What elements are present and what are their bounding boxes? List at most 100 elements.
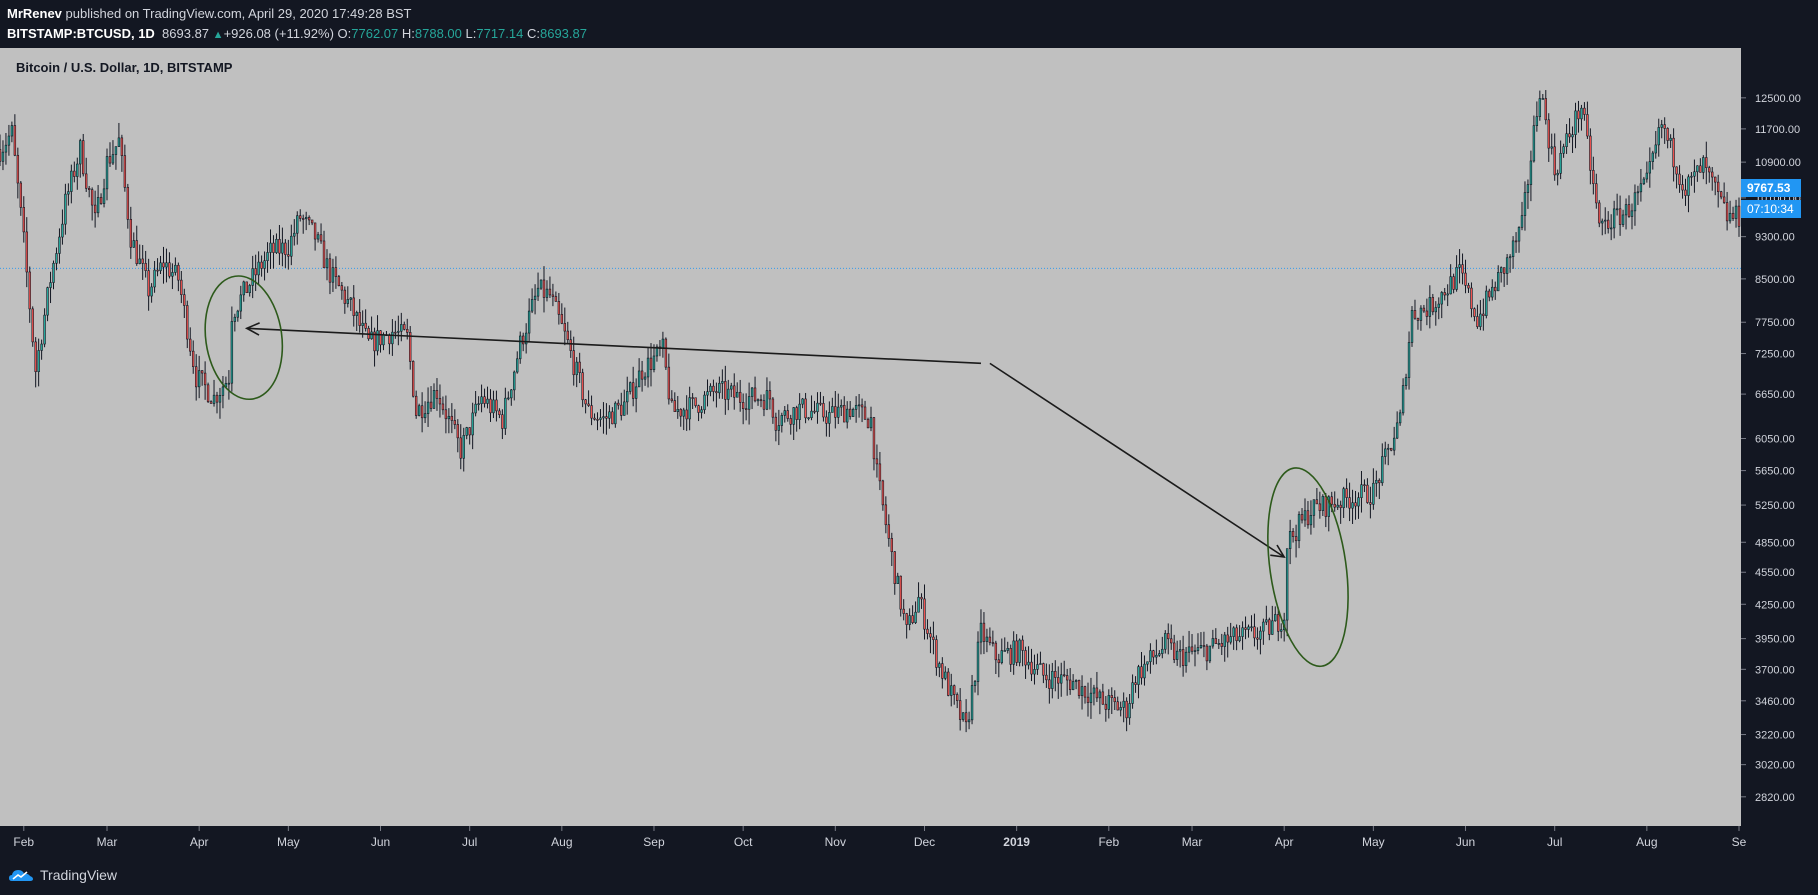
- candle-body: [516, 358, 519, 373]
- candle-body: [958, 700, 962, 720]
- candle-body: [435, 390, 439, 399]
- candle-body: [560, 314, 564, 324]
- candle-body: [1280, 629, 1283, 632]
- candle-body: [1294, 536, 1298, 542]
- candle-body: [1297, 514, 1301, 542]
- candle-body: [1226, 634, 1229, 643]
- tradingview-logo[interactable]: TradingView: [8, 864, 117, 886]
- chart-title: Bitcoin / U.S. Dollar, 1D, BITSTAMP: [16, 60, 233, 75]
- candle-body: [857, 404, 861, 407]
- candle-body: [831, 406, 834, 413]
- candle-body: [1437, 303, 1440, 308]
- candle-body: [557, 301, 561, 315]
- y-tick-label: 7750.00: [1755, 317, 1795, 329]
- candle-body: [762, 400, 766, 410]
- candle-body: [1235, 627, 1238, 642]
- candle-body: [61, 223, 64, 238]
- candle-body: [183, 294, 186, 306]
- candle-body: [988, 636, 992, 643]
- candle-body: [209, 401, 213, 404]
- candle-body: [159, 262, 162, 272]
- candle-body: [902, 608, 905, 614]
- candle-body: [1333, 503, 1336, 508]
- candle-body: [953, 685, 956, 695]
- candle-body: [1336, 504, 1339, 508]
- y-tick-label: 6050.00: [1755, 433, 1795, 445]
- candle-body: [1488, 290, 1491, 298]
- candle-body: [501, 414, 504, 429]
- candle-body: [1170, 638, 1173, 644]
- candle-body: [197, 370, 201, 388]
- candle-body: [780, 415, 783, 426]
- candle-body: [388, 334, 391, 345]
- candle-body: [825, 416, 828, 424]
- candle-body: [111, 154, 115, 164]
- candle-body: [1006, 648, 1009, 651]
- price-tag: 9767.53 07:10:34: [1741, 179, 1801, 218]
- candle-body: [1470, 287, 1473, 310]
- candle-body: [1045, 674, 1048, 681]
- candle-body: [1725, 202, 1729, 222]
- candle-body: [1173, 642, 1176, 660]
- candle-body: [278, 238, 281, 254]
- candle-body: [1119, 707, 1122, 711]
- candle-body: [1306, 510, 1310, 526]
- candle-body: [1211, 638, 1215, 647]
- candle-body: [979, 622, 983, 643]
- candle-body: [703, 394, 706, 411]
- candle-body: [1092, 687, 1096, 694]
- candle-body: [55, 253, 58, 264]
- candle-body: [1514, 240, 1518, 243]
- candle-body: [1541, 98, 1544, 100]
- candle-body: [768, 390, 772, 400]
- time-axis[interactable]: [0, 826, 1741, 856]
- author-name[interactable]: MrRenev: [7, 6, 62, 21]
- candle-body: [985, 636, 989, 642]
- candle-body: [1669, 137, 1672, 141]
- x-tick-label: Oct: [734, 835, 753, 849]
- candle-body: [1663, 124, 1666, 129]
- candle-body: [994, 642, 998, 661]
- candle-body: [816, 402, 819, 413]
- candle-body: [296, 215, 299, 234]
- candle-body: [394, 331, 397, 334]
- candle-body: [1107, 695, 1110, 710]
- candle-body: [456, 424, 459, 439]
- candle-body: [1571, 134, 1574, 138]
- candle-body: [759, 399, 763, 402]
- candle-body: [492, 399, 495, 414]
- candle-body: [727, 388, 730, 400]
- candle-body: [1482, 313, 1485, 316]
- candle-body: [765, 390, 769, 410]
- candle-body: [1303, 510, 1307, 521]
- candle-body: [263, 260, 266, 269]
- x-tick-label: Dec: [914, 835, 935, 849]
- candle-body: [1666, 128, 1669, 141]
- candle-body: [1265, 619, 1268, 623]
- candle-body: [218, 395, 222, 403]
- candle-body: [293, 232, 296, 237]
- candle-body: [1696, 165, 1699, 173]
- x-tick-label: Aug: [1636, 835, 1657, 849]
- candle-body: [444, 409, 448, 420]
- close-value: 8693.87: [539, 26, 587, 41]
- x-tick-label: Sep: [643, 835, 665, 849]
- candle-body: [417, 405, 421, 416]
- candle-body: [248, 285, 251, 294]
- candle-body: [299, 215, 302, 219]
- candle-body: [1232, 627, 1235, 637]
- candle-body: [605, 416, 608, 419]
- candle-body: [426, 401, 430, 414]
- candle-body: [914, 611, 917, 623]
- candle-body: [477, 403, 480, 405]
- high-value: 8788.00: [414, 26, 462, 41]
- candle-body: [551, 294, 555, 297]
- arrow-head-icon: [1270, 544, 1286, 559]
- candle-body: [539, 279, 543, 289]
- candle-body: [147, 270, 150, 297]
- candle-body: [1675, 166, 1678, 175]
- candle-body: [596, 419, 599, 421]
- candle-body: [82, 140, 85, 175]
- candle-body: [881, 480, 885, 506]
